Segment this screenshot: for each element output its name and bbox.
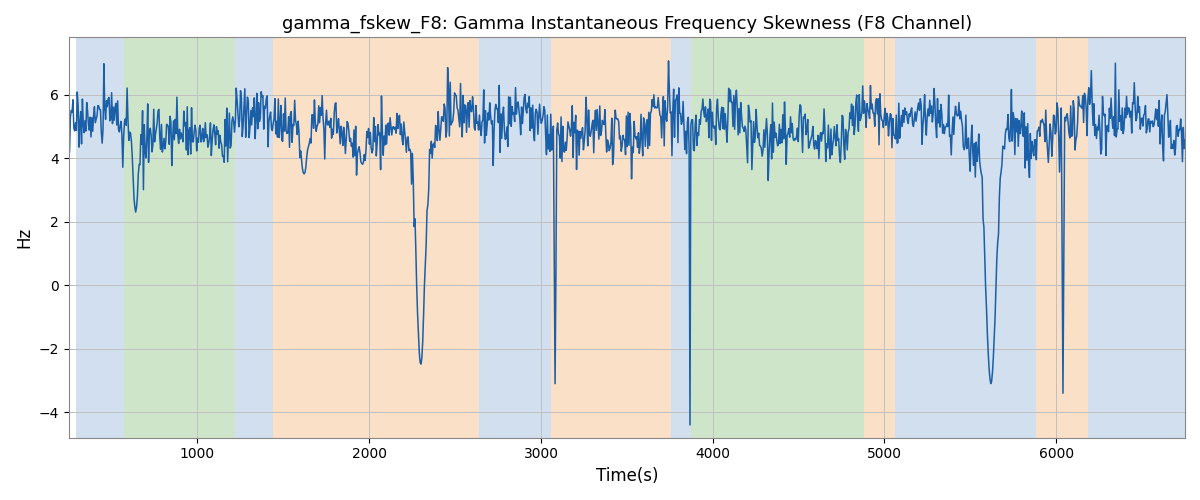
Bar: [895, 38, 1036, 438]
Title: gamma_fskew_F8: Gamma Instantaneous Frequency Skewness (F8 Channel): gamma_fskew_F8: Gamma Instantaneous Freq…: [282, 15, 972, 34]
Bar: [125, 38, 235, 438]
Bar: [691, 38, 864, 438]
Bar: [1036, 38, 1088, 438]
Bar: [864, 38, 895, 438]
Bar: [1088, 38, 1186, 438]
Bar: [672, 38, 691, 438]
Y-axis label: Hz: Hz: [16, 227, 34, 248]
Bar: [235, 38, 274, 438]
Bar: [551, 38, 672, 438]
Bar: [479, 38, 551, 438]
X-axis label: Time(s): Time(s): [595, 467, 658, 485]
Bar: [77, 38, 125, 438]
Bar: [274, 38, 479, 438]
